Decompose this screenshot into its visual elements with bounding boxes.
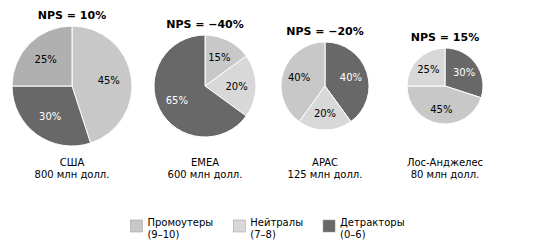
text-line: 600 млн долл. — [168, 169, 243, 180]
sublabel: EMEA600 млн долл. — [168, 157, 243, 180]
data-label: 30% — [453, 67, 475, 78]
data-label: 25% — [35, 54, 57, 65]
text-line: (9–10) — [147, 229, 179, 240]
data-label: 65% — [166, 95, 188, 106]
text-line: Промоутеры — [147, 217, 213, 228]
text-line: (7–8) — [250, 229, 276, 240]
data-label: 20% — [226, 81, 248, 92]
text-line: Нейтралы — [250, 217, 303, 228]
slices — [407, 48, 483, 124]
text-line: Детракторы — [340, 217, 405, 228]
text-line: 800 млн долл. — [35, 169, 110, 180]
text-line: Лос-Анджелес — [407, 157, 483, 168]
chart-title: NPS = −40% — [166, 18, 244, 31]
slices — [281, 42, 369, 130]
data-label: 40% — [288, 72, 310, 83]
legend-swatch — [323, 220, 335, 232]
legend-label: Промоутеры(9–10) — [147, 217, 213, 240]
text-line: (0–6) — [340, 229, 366, 240]
data-label: 30% — [39, 111, 61, 122]
data-label: 40% — [340, 72, 362, 83]
pie-slice — [12, 26, 72, 86]
legend-swatch — [130, 220, 142, 232]
pie-slice — [12, 86, 91, 146]
legend: Промоутеры(9–10)Нейтралы(7–8)Детракторы(… — [130, 217, 404, 240]
legend-item: Детракторы(0–6) — [323, 217, 405, 240]
slices — [154, 35, 256, 137]
pie-chart: 40% 20% 40% — [281, 42, 369, 130]
text-line: США — [60, 157, 85, 168]
sublabel: APAC125 млн долл. — [288, 157, 363, 180]
legend-swatch — [233, 220, 245, 232]
chart-root: 45% 30% 25% NPS = 10% США800 млн долл. 15% 20%… — [0, 0, 535, 252]
pie-chart: 30% 45% 25% — [407, 48, 483, 124]
legend-label: Детракторы(0–6) — [340, 217, 405, 240]
legend-label: Нейтралы(7–8) — [250, 217, 303, 240]
pie-chart: 45% 30% 25% — [12, 26, 132, 146]
data-label: 20% — [314, 108, 336, 119]
data-label: 45% — [98, 75, 120, 86]
chart-title: NPS = 10% — [38, 9, 106, 22]
text-line: EMEA — [191, 157, 219, 168]
text-line: 80 млн долл. — [411, 169, 480, 180]
sublabel: Лос-Анджелес80 млн долл. — [407, 157, 483, 180]
chart-title: NPS = −20% — [286, 25, 364, 38]
legend-item: Промоутеры(9–10) — [130, 217, 213, 240]
text-line: APAC — [312, 157, 338, 168]
data-label: 25% — [417, 64, 439, 75]
pie-chart: 15% 20% 65% — [154, 35, 256, 137]
legend-item: Нейтралы(7–8) — [233, 217, 303, 240]
data-label: 15% — [208, 52, 230, 63]
pie-slice — [407, 86, 481, 124]
data-label: 45% — [430, 104, 452, 115]
text-line: 125 млн долл. — [288, 169, 363, 180]
chart-title: NPS = 15% — [411, 31, 479, 44]
pie-slice — [407, 48, 445, 86]
sublabel: США800 млн долл. — [35, 157, 110, 180]
slices — [12, 26, 132, 146]
